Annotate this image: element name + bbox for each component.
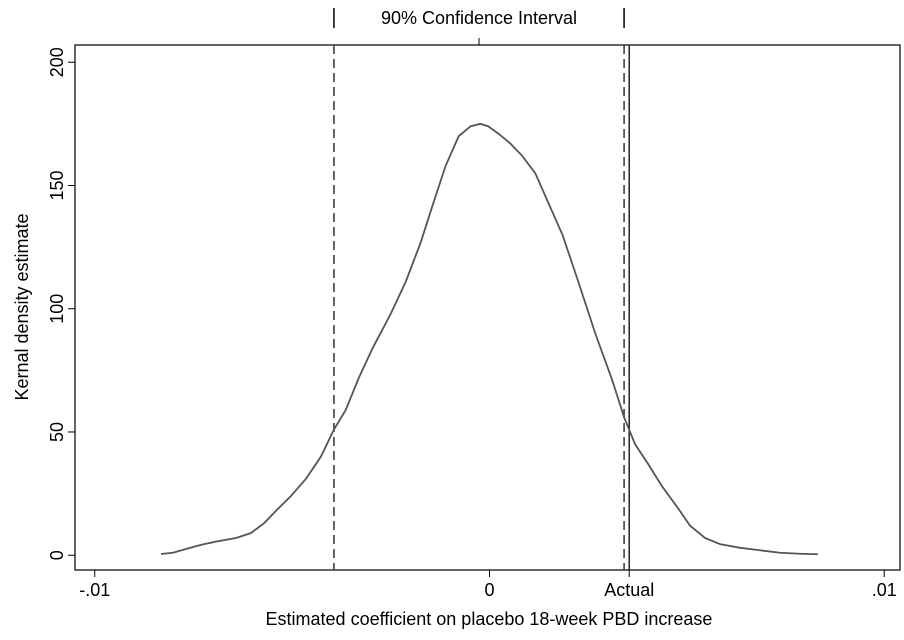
- x-axis-title: Estimated coefficient on placebo 18-week…: [266, 609, 713, 629]
- y-tick-label: 50: [47, 422, 67, 442]
- y-axis-title: Kernal density estimate: [12, 213, 32, 400]
- y-tick-label: 150: [47, 170, 67, 200]
- x-tick-label: .01: [872, 580, 897, 600]
- x-tick-label: -.01: [79, 580, 110, 600]
- x-tick-label: Actual: [604, 580, 654, 600]
- y-tick-label: 0: [47, 550, 67, 560]
- x-tick-label: 0: [484, 580, 494, 600]
- ci-label: 90% Confidence Interval: [381, 8, 577, 28]
- plot-frame: [74, 44, 901, 571]
- y-tick-label: 100: [47, 294, 67, 324]
- y-tick-label: 200: [47, 47, 67, 77]
- density-line: [160, 122, 818, 556]
